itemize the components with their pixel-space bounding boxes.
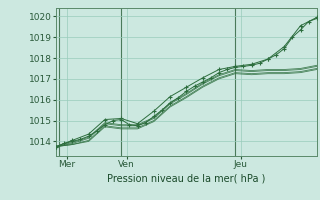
X-axis label: Pression niveau de la mer( hPa ): Pression niveau de la mer( hPa )	[107, 173, 266, 183]
